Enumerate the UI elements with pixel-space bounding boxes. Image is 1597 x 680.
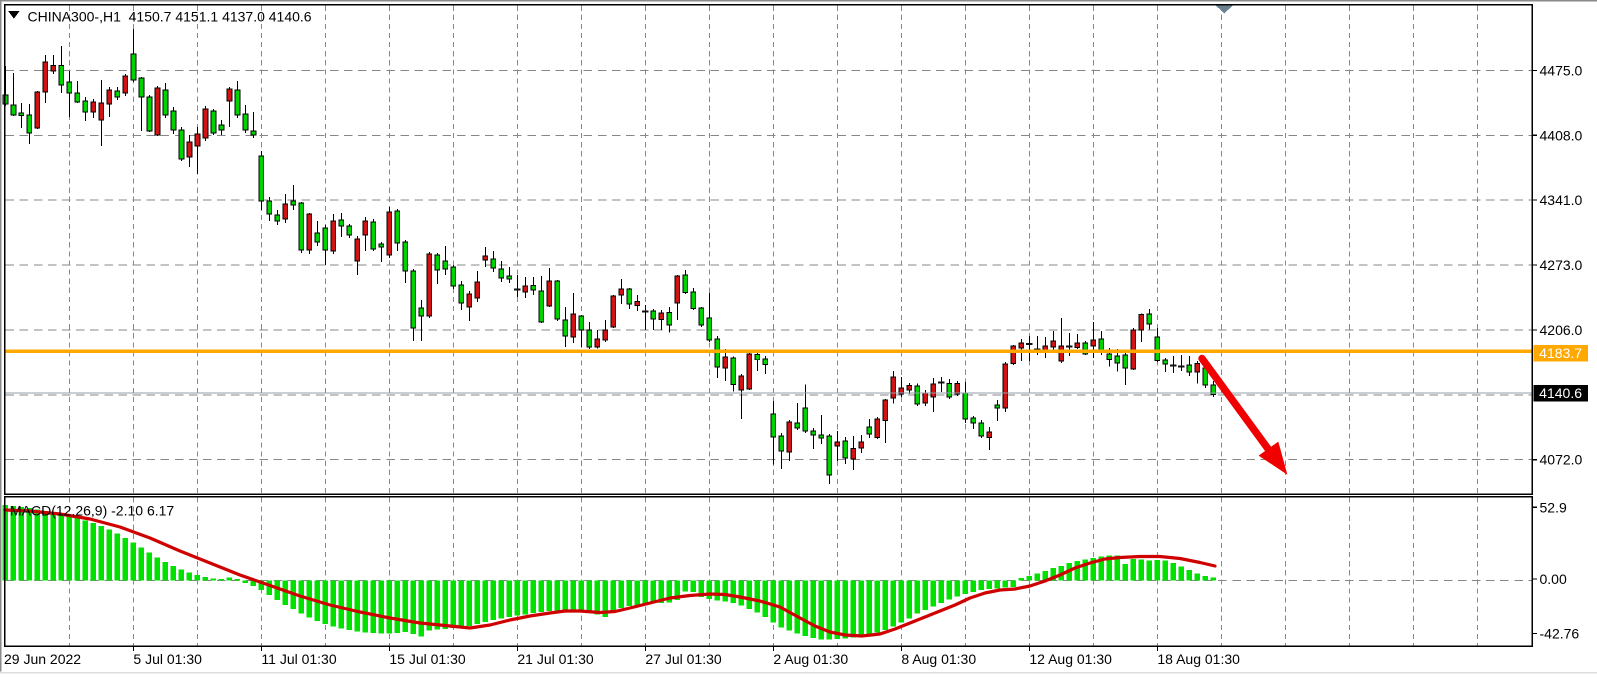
svg-text:-42.76: -42.76 [1540, 625, 1580, 641]
svg-text:12 Aug 01:30: 12 Aug 01:30 [1029, 651, 1112, 667]
svg-text:18 Aug 01:30: 18 Aug 01:30 [1157, 651, 1240, 667]
svg-text:29 Jun 2022: 29 Jun 2022 [4, 651, 81, 667]
svg-text:27 Jul 01:30: 27 Jul 01:30 [645, 651, 721, 667]
svg-text:0.00: 0.00 [1540, 571, 1567, 587]
svg-text:4206.0: 4206.0 [1540, 322, 1583, 338]
svg-text:4183.7: 4183.7 [1539, 345, 1582, 361]
svg-text:2 Aug 01:30: 2 Aug 01:30 [773, 651, 848, 667]
svg-text:4341.0: 4341.0 [1540, 192, 1583, 208]
svg-text:4408.0: 4408.0 [1540, 127, 1583, 143]
svg-text:5 Jul 01:30: 5 Jul 01:30 [133, 651, 202, 667]
svg-text:4273.0: 4273.0 [1540, 257, 1583, 273]
svg-text:CHINA300-,H1 4150.7 4151.1 41: CHINA300-,H1 4150.7 4151.1 4137.0 4140.6 [28, 9, 312, 25]
svg-text:21 Jul 01:30: 21 Jul 01:30 [517, 651, 593, 667]
svg-text:4140.6: 4140.6 [1539, 385, 1582, 401]
svg-text:4475.0: 4475.0 [1540, 62, 1583, 78]
svg-text:15 Jul 01:30: 15 Jul 01:30 [389, 651, 465, 667]
svg-text:MACD(12,26,9) -2.10 6.17: MACD(12,26,9) -2.10 6.17 [10, 503, 174, 519]
svg-text:4072.0: 4072.0 [1540, 452, 1583, 468]
svg-text:11 Jul 01:30: 11 Jul 01:30 [261, 651, 336, 667]
svg-text:52.9: 52.9 [1540, 499, 1567, 515]
svg-text:8 Aug 01:30: 8 Aug 01:30 [901, 651, 976, 667]
